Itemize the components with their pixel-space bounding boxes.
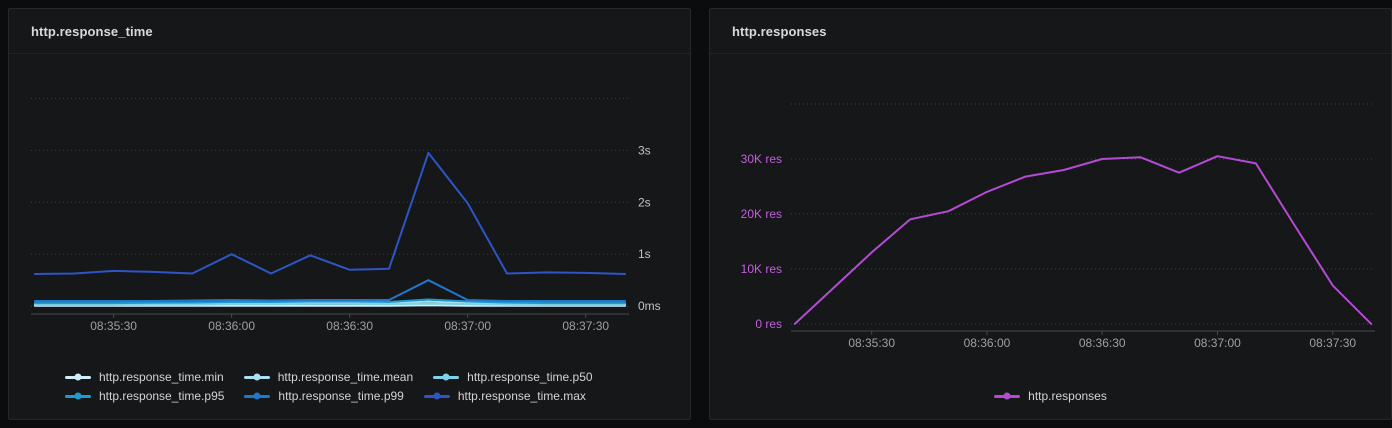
legend-item-http.response_time.p95[interactable]: http.response_time.p95	[65, 389, 224, 403]
y-axis-label: 0ms	[638, 299, 661, 313]
y-axis-label: 20K res	[741, 207, 782, 221]
panel-title[interactable]: http.response_time	[31, 23, 153, 39]
x-axis-label: 08:37:00	[1194, 336, 1241, 350]
series-line-http.response_time.p95	[33, 298, 627, 305]
y-axis-label: 30K res	[741, 152, 782, 166]
legend-row: http.response_time.p95 http.response_time…	[9, 389, 690, 403]
x-axis-label: 08:35:30	[90, 319, 137, 333]
series-line-http.response_time.p50	[33, 302, 627, 306]
legend-series-label: http.responses	[1028, 389, 1107, 403]
legend-item-http.response_time.p99[interactable]: http.response_time.p99	[244, 389, 404, 403]
y-axis-label: 10K res	[741, 262, 782, 276]
legend-series-label: http.response_time.p50	[467, 370, 593, 384]
panel-header-response-time[interactable]: http.response_time	[9, 9, 690, 54]
y-axis-label: 0 res	[755, 317, 782, 331]
legend-series-marker	[433, 375, 460, 379]
legend-item-http.response_time.max[interactable]: http.response_time.max	[423, 389, 586, 403]
legend-series-marker	[423, 394, 450, 398]
legend-series-marker	[243, 375, 270, 379]
responses-legend: http.responses	[710, 389, 1391, 403]
legend-row: http.responses	[710, 389, 1391, 403]
legend-item-http.responses[interactable]: http.responses	[994, 389, 1107, 403]
x-axis-label: 08:37:30	[1309, 336, 1356, 350]
x-axis-label: 08:37:30	[562, 319, 609, 333]
series-line-http.response_time.max	[33, 151, 627, 275]
legend-series-label: http.response_time.p95	[99, 389, 225, 403]
y-axis-label: 2s	[638, 195, 651, 209]
panel-title[interactable]: http.responses	[732, 23, 827, 39]
y-axis-label: 1s	[638, 247, 651, 261]
series-line-http.responses	[793, 155, 1373, 325]
responses-chart[interactable]: 0 res 10K res 20K res 30K res 08:35:30 08:36:…	[710, 54, 1392, 354]
legend-series-marker	[994, 394, 1021, 398]
response-time-legend: http.response_time.min http.response_time…	[9, 370, 690, 403]
panel-response-time: http.response_time 0ms 1s 2s 3s 08:35:30 08:3…	[8, 8, 691, 420]
legend-series-marker	[65, 375, 91, 379]
panel-header-responses[interactable]: http.responses	[710, 9, 1391, 54]
legend-series-label: http.response_time.mean	[277, 370, 414, 384]
legend-item-http.response_time.min[interactable]: http.response_time.min	[65, 370, 224, 384]
series-line-http.response_time.p99	[33, 279, 627, 302]
legend-series-label: http.response_time.min	[99, 370, 224, 384]
legend-series-label: http.response_time.max	[457, 389, 586, 403]
x-axis-label: 08:37:00	[444, 319, 491, 333]
panel-responses: http.responses 0 res 10K res 20K res 30K re…	[709, 8, 1392, 420]
y-axis-label: 3s	[638, 143, 651, 157]
x-axis-label: 08:36:00	[964, 336, 1011, 350]
x-axis-label: 08:36:00	[208, 319, 255, 333]
legend-row: http.response_time.min http.response_time…	[9, 370, 690, 384]
legend-item-http.response_time.mean[interactable]: http.response_time.mean	[243, 370, 414, 384]
legend-series-marker	[244, 394, 271, 398]
x-axis-label: 08:36:30	[326, 319, 373, 333]
legend-series-marker	[65, 394, 91, 398]
x-axis-label: 08:36:30	[1079, 336, 1126, 350]
legend-item-http.response_time.p50[interactable]: http.response_time.p50	[433, 370, 593, 384]
x-axis-label: 08:35:30	[848, 336, 895, 350]
response-time-chart[interactable]: 0ms 1s 2s 3s 08:35:30 08:36:00 08:36:30 08:37:0…	[9, 54, 692, 354]
legend-series-label: http.response_time.p99	[278, 389, 404, 403]
